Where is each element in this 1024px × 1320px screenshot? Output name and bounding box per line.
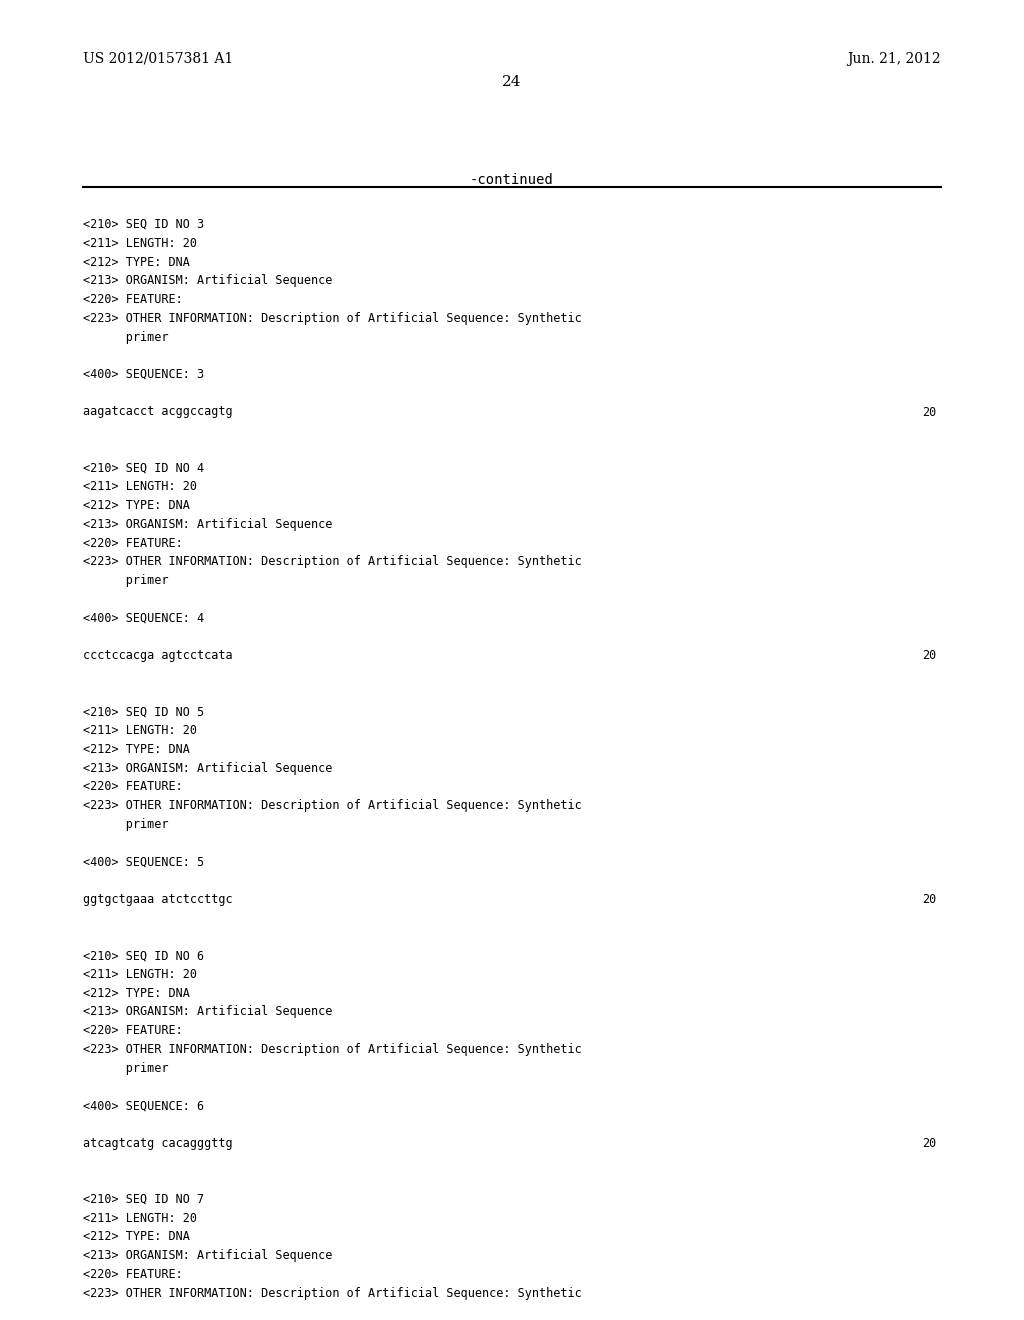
Text: <400> SEQUENCE: 5: <400> SEQUENCE: 5 bbox=[83, 855, 204, 869]
Text: <212> TYPE: DNA: <212> TYPE: DNA bbox=[83, 1230, 189, 1243]
Text: <400> SEQUENCE: 6: <400> SEQUENCE: 6 bbox=[83, 1100, 204, 1113]
Text: <213> ORGANISM: Artificial Sequence: <213> ORGANISM: Artificial Sequence bbox=[83, 1006, 333, 1019]
Text: -continued: -continued bbox=[470, 173, 554, 187]
Text: <213> ORGANISM: Artificial Sequence: <213> ORGANISM: Artificial Sequence bbox=[83, 517, 333, 531]
Text: <212> TYPE: DNA: <212> TYPE: DNA bbox=[83, 256, 189, 268]
Text: <223> OTHER INFORMATION: Description of Artificial Sequence: Synthetic: <223> OTHER INFORMATION: Description of … bbox=[83, 799, 582, 812]
Text: <211> LENGTH: 20: <211> LENGTH: 20 bbox=[83, 968, 197, 981]
Text: US 2012/0157381 A1: US 2012/0157381 A1 bbox=[83, 51, 233, 66]
Text: <220> FEATURE:: <220> FEATURE: bbox=[83, 293, 182, 306]
Text: <210> SEQ ID NO 5: <210> SEQ ID NO 5 bbox=[83, 705, 204, 718]
Text: 20: 20 bbox=[922, 405, 936, 418]
Text: <212> TYPE: DNA: <212> TYPE: DNA bbox=[83, 743, 189, 756]
Text: <220> FEATURE:: <220> FEATURE: bbox=[83, 537, 182, 549]
Text: primer: primer bbox=[83, 330, 169, 343]
Text: <400> SEQUENCE: 4: <400> SEQUENCE: 4 bbox=[83, 611, 204, 624]
Text: aagatcacct acggccagtg: aagatcacct acggccagtg bbox=[83, 405, 232, 418]
Text: 20: 20 bbox=[922, 649, 936, 663]
Text: <211> LENGTH: 20: <211> LENGTH: 20 bbox=[83, 725, 197, 738]
Text: <210> SEQ ID NO 6: <210> SEQ ID NO 6 bbox=[83, 949, 204, 962]
Text: <223> OTHER INFORMATION: Description of Artificial Sequence: Synthetic: <223> OTHER INFORMATION: Description of … bbox=[83, 1287, 582, 1300]
Text: ccctccacga agtcctcata: ccctccacga agtcctcata bbox=[83, 649, 232, 663]
Text: 20: 20 bbox=[922, 1137, 936, 1150]
Text: <220> FEATURE:: <220> FEATURE: bbox=[83, 1024, 182, 1038]
Text: <223> OTHER INFORMATION: Description of Artificial Sequence: Synthetic: <223> OTHER INFORMATION: Description of … bbox=[83, 1043, 582, 1056]
Text: primer: primer bbox=[83, 574, 169, 587]
Text: <210> SEQ ID NO 3: <210> SEQ ID NO 3 bbox=[83, 218, 204, 231]
Text: <223> OTHER INFORMATION: Description of Artificial Sequence: Synthetic: <223> OTHER INFORMATION: Description of … bbox=[83, 312, 582, 325]
Text: <400> SEQUENCE: 3: <400> SEQUENCE: 3 bbox=[83, 368, 204, 381]
Text: <211> LENGTH: 20: <211> LENGTH: 20 bbox=[83, 480, 197, 494]
Text: atcagtcatg cacagggttg: atcagtcatg cacagggttg bbox=[83, 1137, 232, 1150]
Text: <220> FEATURE:: <220> FEATURE: bbox=[83, 1269, 182, 1280]
Text: <213> ORGANISM: Artificial Sequence: <213> ORGANISM: Artificial Sequence bbox=[83, 275, 333, 288]
Text: primer: primer bbox=[83, 818, 169, 832]
Text: <210> SEQ ID NO 4: <210> SEQ ID NO 4 bbox=[83, 462, 204, 475]
Text: <213> ORGANISM: Artificial Sequence: <213> ORGANISM: Artificial Sequence bbox=[83, 1249, 333, 1262]
Text: <212> TYPE: DNA: <212> TYPE: DNA bbox=[83, 499, 189, 512]
Text: <212> TYPE: DNA: <212> TYPE: DNA bbox=[83, 987, 189, 999]
Text: <223> OTHER INFORMATION: Description of Artificial Sequence: Synthetic: <223> OTHER INFORMATION: Description of … bbox=[83, 556, 582, 569]
Text: 20: 20 bbox=[922, 894, 936, 906]
Text: <213> ORGANISM: Artificial Sequence: <213> ORGANISM: Artificial Sequence bbox=[83, 762, 333, 775]
Text: ggtgctgaaa atctccttgc: ggtgctgaaa atctccttgc bbox=[83, 894, 232, 906]
Text: <210> SEQ ID NO 7: <210> SEQ ID NO 7 bbox=[83, 1193, 204, 1206]
Text: <211> LENGTH: 20: <211> LENGTH: 20 bbox=[83, 1212, 197, 1225]
Text: primer: primer bbox=[83, 1061, 169, 1074]
Text: Jun. 21, 2012: Jun. 21, 2012 bbox=[848, 51, 941, 66]
Text: <211> LENGTH: 20: <211> LENGTH: 20 bbox=[83, 236, 197, 249]
Text: <220> FEATURE:: <220> FEATURE: bbox=[83, 780, 182, 793]
Text: 24: 24 bbox=[502, 75, 522, 88]
